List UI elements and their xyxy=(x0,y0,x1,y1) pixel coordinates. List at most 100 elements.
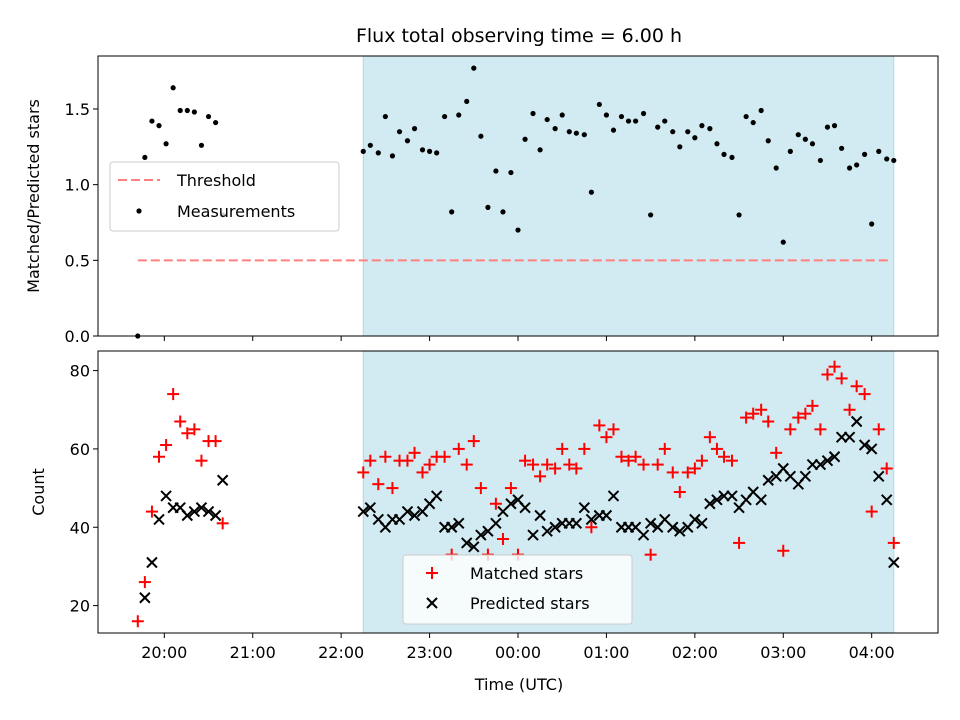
matched-star-point xyxy=(637,458,650,471)
matched-star-point xyxy=(681,466,694,479)
predicted-star-point xyxy=(865,443,878,455)
measurement-point xyxy=(552,126,558,132)
top-x-ticks xyxy=(163,336,873,341)
matched-star-point xyxy=(372,478,385,491)
matched-star-point xyxy=(467,435,480,448)
measurement-point xyxy=(685,129,691,135)
measurement-point xyxy=(736,212,742,218)
measurement-point xyxy=(198,142,205,148)
matched-star-point xyxy=(792,411,805,424)
matched-star-point xyxy=(379,450,392,463)
predicted-star-point xyxy=(644,517,657,530)
predicted-star-point xyxy=(188,505,201,518)
matched-star-point xyxy=(578,442,591,455)
measurement-point xyxy=(809,141,816,147)
matched-star-point xyxy=(145,505,158,518)
measurement-point xyxy=(773,165,779,171)
predicted-star-point xyxy=(445,521,458,533)
x-tick-label: 02:00 xyxy=(672,643,718,662)
measurement-point xyxy=(839,145,845,151)
measurement-point xyxy=(670,129,676,135)
predicted-star-point xyxy=(570,517,583,530)
measurement-point xyxy=(478,133,484,139)
predicted-star-point xyxy=(153,513,165,526)
matched-star-point xyxy=(174,415,187,428)
measurement-point xyxy=(846,165,853,171)
top-legend-box xyxy=(109,161,340,232)
matched-star-point xyxy=(821,368,834,381)
matched-star-point xyxy=(216,517,229,530)
matched-star-point xyxy=(607,423,620,436)
predicted-star-point xyxy=(828,451,841,463)
measurement-point xyxy=(662,118,668,124)
predicted-star-point xyxy=(888,556,900,569)
matched-star-point xyxy=(710,442,723,455)
matched-star-point xyxy=(740,411,753,424)
matched-star-point xyxy=(673,486,686,498)
matched-star-point xyxy=(181,427,194,440)
matched-star-point xyxy=(556,442,569,455)
x-tick-label: 21:00 xyxy=(230,643,276,662)
predicted-star-point xyxy=(519,501,531,514)
measurement-point xyxy=(360,148,366,154)
measurement-point xyxy=(464,98,470,105)
matched-star-point xyxy=(622,454,635,467)
measurement-point xyxy=(750,119,756,126)
measurement-point xyxy=(884,156,890,162)
matched-star-point xyxy=(733,536,746,549)
matched-star-point xyxy=(658,442,671,455)
x-tick-label: 00:00 xyxy=(495,643,541,662)
matched-star-point xyxy=(138,576,151,589)
matched-star-point xyxy=(188,423,201,436)
matched-star-point xyxy=(695,454,708,467)
measurement-point xyxy=(404,138,411,144)
x-tick-label: 03:00 xyxy=(760,643,806,662)
measurement-point xyxy=(515,227,521,233)
measurement-point xyxy=(559,112,565,118)
x-tick-label: 22:00 xyxy=(318,643,364,662)
bottom-legend: Matched stars Predicted stars xyxy=(402,554,633,625)
matched-star-point xyxy=(549,462,562,475)
predicted-star-point xyxy=(160,490,172,502)
legend-measurements-swatch xyxy=(136,208,142,214)
measurement-point xyxy=(163,141,169,147)
measurement-point xyxy=(156,123,162,129)
measurement-point xyxy=(677,144,683,150)
measurement-point xyxy=(869,221,875,227)
matched-star-point xyxy=(865,505,878,518)
measurement-point xyxy=(573,130,579,136)
measurement-point xyxy=(648,212,654,218)
matched-star-point xyxy=(880,462,893,475)
matched-star-point xyxy=(167,388,180,401)
matched-star-point xyxy=(452,442,465,455)
predicted-star-point xyxy=(585,513,598,526)
matched-star-point xyxy=(489,497,502,510)
measurement-point xyxy=(758,107,764,114)
y-tick-label: 20 xyxy=(70,597,90,616)
predicted-star-point xyxy=(453,517,465,530)
measurement-point xyxy=(780,239,786,245)
y-tick-label: 40 xyxy=(70,518,90,537)
matched-star-point xyxy=(504,482,517,495)
matched-star-point xyxy=(718,450,731,463)
measurement-point xyxy=(396,129,403,135)
matched-star-point xyxy=(828,360,841,373)
matched-star-point xyxy=(799,407,812,420)
predicted-star-point xyxy=(475,529,487,541)
matched-star-point xyxy=(644,548,657,561)
measurement-point xyxy=(389,153,396,159)
predicted-star-point xyxy=(762,474,774,486)
matched-star-point xyxy=(814,423,827,436)
top-legend: Threshold Measurements xyxy=(109,161,340,232)
measurement-point xyxy=(765,138,771,144)
measurement-point xyxy=(714,141,720,147)
matched-star-point xyxy=(784,423,797,436)
predicted-star-point xyxy=(195,501,208,514)
x-tick-label: 20:00 xyxy=(141,643,187,662)
bottom-legend-box xyxy=(402,554,633,625)
predicted-star-point xyxy=(364,501,377,514)
matched-star-point xyxy=(806,399,819,412)
measurement-point xyxy=(411,126,418,132)
predicted-star-point xyxy=(430,490,443,502)
legend-matched-swatch xyxy=(426,567,438,579)
